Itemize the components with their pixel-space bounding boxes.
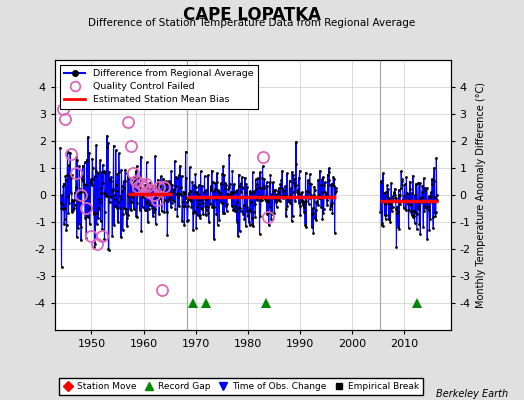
Y-axis label: Monthly Temperature Anomaly Difference (°C): Monthly Temperature Anomaly Difference (… bbox=[476, 82, 486, 308]
Text: Berkeley Earth: Berkeley Earth bbox=[436, 389, 508, 399]
Legend: Difference from Regional Average, Quality Control Failed, Estimated Station Mean: Difference from Regional Average, Qualit… bbox=[60, 65, 258, 109]
Legend: Station Move, Record Gap, Time of Obs. Change, Empirical Break: Station Move, Record Gap, Time of Obs. C… bbox=[59, 378, 423, 395]
Text: Difference of Station Temperature Data from Regional Average: Difference of Station Temperature Data f… bbox=[88, 18, 415, 28]
Text: CAPE LOPATKA: CAPE LOPATKA bbox=[182, 6, 321, 24]
